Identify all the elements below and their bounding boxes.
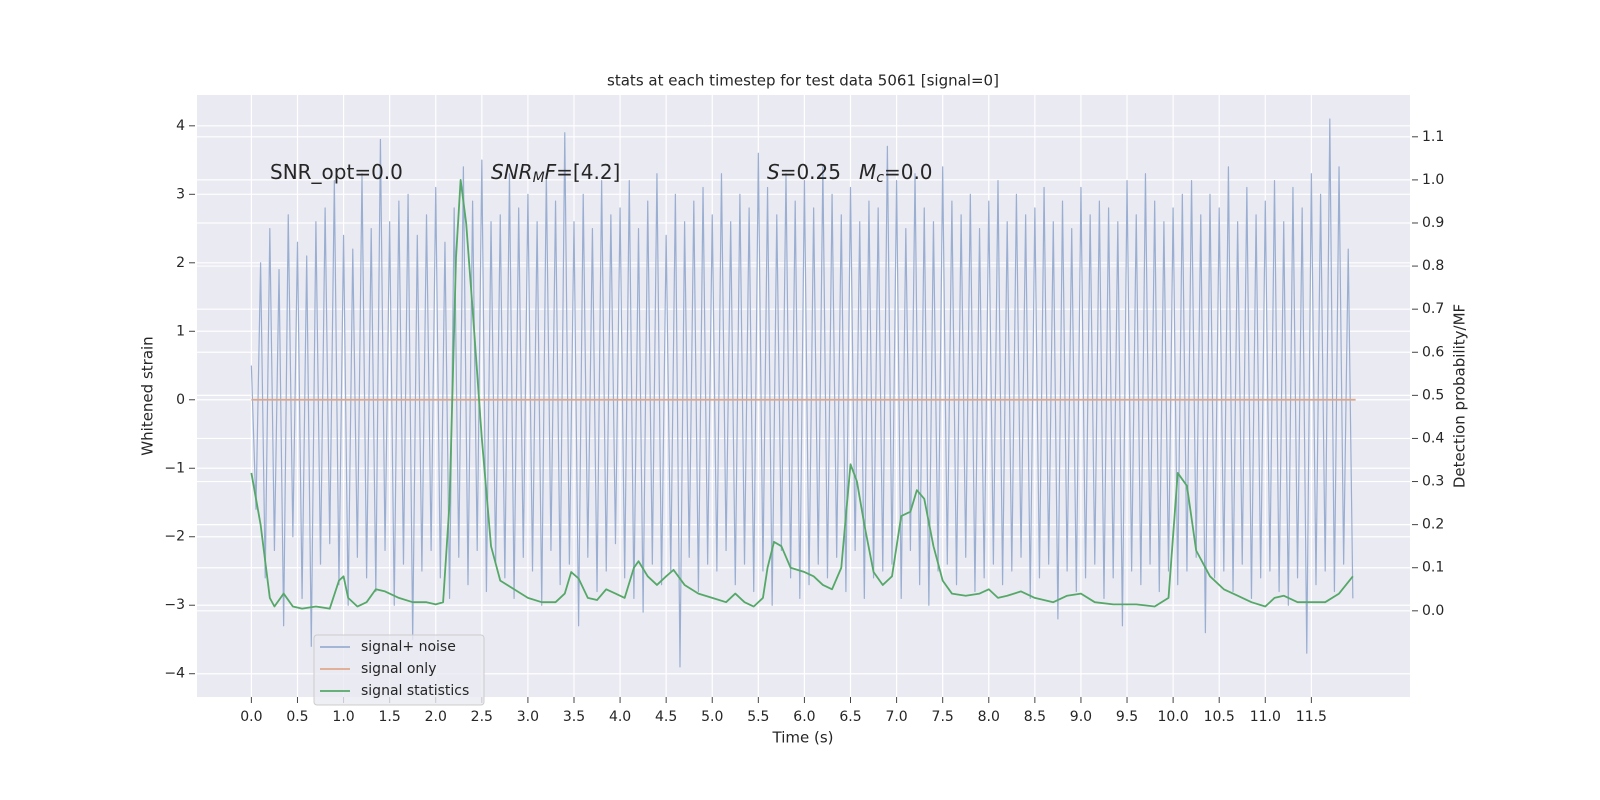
annotation-part: F — [545, 160, 557, 184]
x-tick-label: 4.0 — [609, 709, 631, 725]
legend: signal+ noise signal only signal statistic… — [313, 634, 485, 706]
x-tick-label: 7.0 — [885, 709, 907, 725]
y2-tick-label: 0.0 — [1422, 603, 1444, 619]
x-tick-label: 9.5 — [1116, 709, 1138, 725]
y-tick-label: −4 — [164, 666, 185, 682]
x-tick-label: 4.5 — [655, 709, 677, 725]
x-tick-label: 11.0 — [1250, 709, 1281, 725]
y2-tick-label: 0.3 — [1422, 474, 1444, 490]
y2-tick-label: 0.4 — [1422, 430, 1444, 446]
series-line — [250, 178, 1354, 610]
x-tick-label: 1.0 — [332, 709, 354, 725]
annotation-part: M — [859, 160, 876, 184]
y2-tick-label: 1.0 — [1422, 172, 1444, 188]
chart-title: stats at each timestep for test data 506… — [607, 72, 999, 90]
y-tick-label: −1 — [164, 460, 185, 476]
y2-axis-label: Detection probability/MF — [1451, 304, 1469, 488]
annotation: Mc=0.0 — [859, 160, 933, 187]
x-tick-label: 6.5 — [839, 709, 861, 725]
x-tick-label: 5.5 — [747, 709, 769, 725]
annotation-part: =0.25 — [780, 160, 841, 184]
y-tick-label: −3 — [164, 597, 185, 613]
series-line — [250, 118, 1354, 668]
x-tick-label: 2.5 — [471, 709, 493, 725]
x-tick-label: 0.0 — [240, 709, 262, 725]
x-tick-label: 2.0 — [425, 709, 447, 725]
y2-tick-label: 0.8 — [1422, 258, 1444, 274]
x-tick-label: 11.5 — [1296, 709, 1327, 725]
y-axis-label: Whitened strain — [139, 336, 157, 455]
y2-tick-label: 0.9 — [1422, 215, 1444, 231]
x-tick-label: 10.5 — [1204, 709, 1235, 725]
legend-label: signal only — [361, 661, 436, 677]
x-tick-label: 5.0 — [701, 709, 723, 725]
y-tick-label: −2 — [164, 529, 185, 545]
y-tick-label: 3 — [176, 186, 185, 202]
x-tick-label: 9.0 — [1070, 709, 1092, 725]
y2-tick-label: 0.5 — [1422, 387, 1444, 403]
x-tick-label: 7.5 — [932, 709, 954, 725]
annotation: SNR_opt=0.0 — [270, 160, 403, 184]
legend-box — [313, 634, 485, 706]
annotation-part: SNR_opt=0.0 — [270, 160, 403, 184]
y-tick-label: 2 — [176, 255, 185, 271]
x-tick-label: 3.0 — [517, 709, 539, 725]
y2-tick-label: 0.7 — [1422, 301, 1444, 317]
x-axis-label: Time (s) — [772, 729, 834, 747]
annotations: SNR_opt=0.0 SNRMF=[4.2] S=0.25 Mc=0.0 — [270, 160, 933, 187]
x-tick-label: 8.0 — [978, 709, 1000, 725]
annotation-part: S — [767, 160, 780, 184]
annotation-part: c — [876, 170, 884, 186]
x-tick-label: 3.5 — [563, 709, 585, 725]
x-tick-label: 8.5 — [1024, 709, 1046, 725]
legend-label: signal statistics — [361, 683, 469, 699]
marks — [250, 118, 1356, 668]
y2-tick-label: 1.1 — [1422, 129, 1444, 145]
y2-tick-label: 0.1 — [1422, 560, 1444, 576]
annotation-part: M — [533, 170, 545, 186]
x-tick-label: 0.5 — [286, 709, 308, 725]
annotation-part: =0.0 — [884, 160, 933, 184]
annotation: S=0.25 — [767, 160, 841, 184]
x-tick-label: 6.0 — [793, 709, 815, 725]
annotation-part: =[4.2] — [556, 160, 620, 184]
grid — [197, 95, 1410, 697]
y2-tick-label: 0.6 — [1422, 344, 1444, 360]
x-tick-label: 1.5 — [379, 709, 401, 725]
annotation: SNRMF=[4.2] — [491, 160, 620, 187]
y-tick-label: 1 — [176, 323, 185, 339]
axes: 0.0 0.5 1.0 1.5 2.0 2.5 3.0 3.5 4.0 4.5 5.0 5.5 6.0 6… — [164, 118, 1444, 725]
y-tick-label: 4 — [176, 118, 185, 134]
annotation-part: SNR — [491, 160, 533, 184]
x-tick-label: 10.0 — [1158, 709, 1189, 725]
y2-tick-label: 0.2 — [1422, 517, 1444, 533]
legend-label: signal+ noise — [361, 639, 456, 655]
y-tick-label: 0 — [176, 392, 185, 408]
